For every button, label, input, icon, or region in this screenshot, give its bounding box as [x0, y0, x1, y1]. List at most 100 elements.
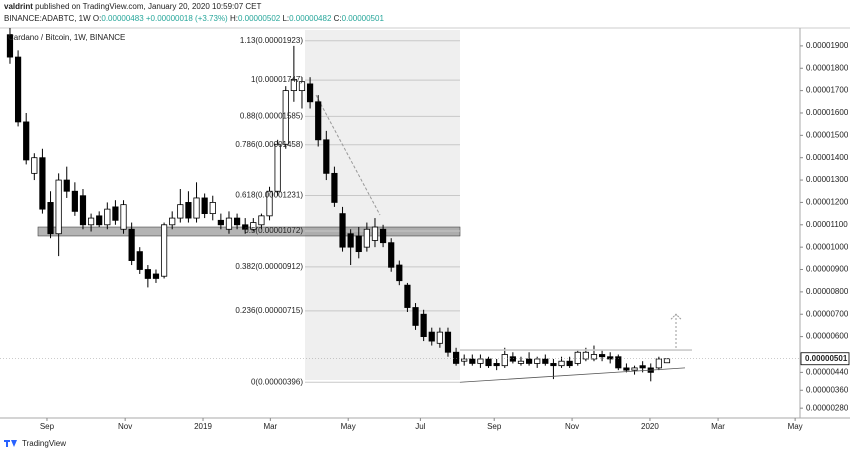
- candle-body: [71, 190, 78, 212]
- candle-body: [225, 217, 233, 230]
- candle-body: [298, 81, 306, 92]
- footer: TradingView: [4, 439, 66, 448]
- y-tick-label: 0.00001400: [806, 153, 849, 162]
- y-tick-label: 0.00001000: [806, 242, 849, 251]
- candle-body: [79, 195, 87, 226]
- fib-label: 0.236(0.00000715): [235, 306, 303, 315]
- candle-body: [452, 351, 460, 364]
- x-tick-label: Sep: [487, 422, 502, 431]
- fib-label: 0.88(0.00001585): [240, 111, 304, 120]
- candle-body: [534, 358, 541, 364]
- candle-body: [185, 202, 192, 219]
- last-price-box: [800, 352, 850, 366]
- candle-body: [31, 157, 38, 174]
- chart-title: Cardano / Bitcoin, 1W, BINANCE: [8, 33, 125, 42]
- y-tick-label: 0.00000600: [806, 332, 849, 341]
- symbol: BINANCE:ADABTC, 1W: [4, 14, 91, 23]
- x-tick-label: 2019: [194, 422, 212, 431]
- candle-body: [517, 360, 525, 364]
- candle-body: [607, 356, 614, 360]
- candle-body: [274, 143, 281, 192]
- candle-body: [379, 228, 387, 244]
- y-tick-label: 0.00000280: [806, 403, 849, 412]
- x-tick-label: May: [788, 422, 803, 431]
- y-tick-label: 0.00001600: [806, 108, 849, 117]
- ohlc-h-label: H:: [230, 14, 238, 23]
- plot: [0, 28, 800, 383]
- candle-body: [14, 56, 22, 123]
- fib-label: 1.13(0.00001923): [240, 36, 304, 45]
- y-tick-label: 0.00000800: [806, 287, 849, 296]
- fib-label: 0.618(0.00001231): [235, 191, 303, 200]
- candle-body: [290, 79, 297, 92]
- candle-body: [282, 90, 289, 145]
- candle-body: [339, 213, 346, 248]
- x-tick-label: Mar: [711, 422, 725, 431]
- candle-body: [663, 358, 671, 364]
- candle-body: [112, 206, 119, 221]
- header-line: valdrint published on TradingView.com, J…: [4, 2, 261, 11]
- candle-body: [331, 172, 338, 203]
- candle-body: [55, 179, 62, 235]
- fib-guide: [315, 94, 381, 216]
- candle-body: [23, 121, 30, 161]
- candle-body: [201, 197, 208, 215]
- ohlc-o-label: O:: [93, 14, 101, 23]
- ohlc-l-label: L:: [282, 14, 289, 23]
- candle-body: [574, 351, 581, 364]
- x-tick-label: May: [341, 422, 356, 431]
- y-tick-label: 0.00001900: [806, 41, 849, 50]
- candle-body: [193, 197, 200, 219]
- candle-body: [371, 226, 379, 241]
- candle-body: [615, 356, 622, 369]
- candle-body: [209, 202, 216, 215]
- candle-body: [396, 264, 403, 282]
- candle-body: [363, 228, 370, 248]
- fib-label: 0.382(0.00000912): [235, 262, 303, 271]
- x-tick-label: Jul: [415, 422, 425, 431]
- candle-body: [412, 307, 419, 326]
- candle-body: [590, 354, 598, 360]
- y-tick-label: 0.00001700: [806, 86, 849, 95]
- candle-body: [6, 34, 14, 58]
- y-tick-label: 0.00000440: [806, 367, 849, 376]
- fib-background: [305, 30, 460, 380]
- candle-body: [217, 219, 224, 226]
- candle-body: [404, 284, 411, 308]
- y-tick-label: 0.00001100: [806, 220, 848, 229]
- candle-body: [388, 242, 395, 268]
- candle-body: [493, 363, 500, 367]
- candle-body: [128, 228, 135, 261]
- brand: TradingView: [22, 439, 66, 448]
- candle-body: [550, 363, 557, 367]
- support-line: [459, 367, 686, 383]
- candle-body: [655, 358, 662, 369]
- candle-body: [39, 157, 46, 210]
- ohlc-h: 0.00000502: [238, 14, 281, 23]
- candle-body: [266, 190, 273, 217]
- candle-body: [485, 358, 492, 367]
- candle-body: [428, 331, 435, 342]
- fib-label: 0.5(0.00001072): [244, 226, 303, 235]
- x-tick-label: Mar: [263, 422, 277, 431]
- change: +0.00000018 (+3.73%): [146, 14, 228, 23]
- candle-body: [477, 358, 484, 364]
- candle-body: [152, 273, 160, 279]
- ohlc-c: 0.00000501: [342, 14, 385, 23]
- y-tick-label: 0.00000360: [806, 385, 849, 394]
- candle-body: [469, 358, 476, 364]
- y-tick-label: 0.00001300: [806, 175, 849, 184]
- candle-body: [233, 217, 241, 226]
- y-tick-label: 0.00000700: [806, 309, 849, 318]
- candle-body: [169, 217, 176, 226]
- y-tick-label: 0.00000900: [806, 265, 849, 274]
- candle-body: [242, 224, 249, 230]
- x-tick-label: Nov: [565, 422, 579, 431]
- target-arrowhead: [670, 313, 682, 320]
- candle-body: [144, 269, 151, 279]
- candle-body: [542, 358, 549, 364]
- logo: [4, 440, 17, 447]
- x-tick-label: Nov: [118, 422, 132, 431]
- candle-body: [461, 358, 468, 362]
